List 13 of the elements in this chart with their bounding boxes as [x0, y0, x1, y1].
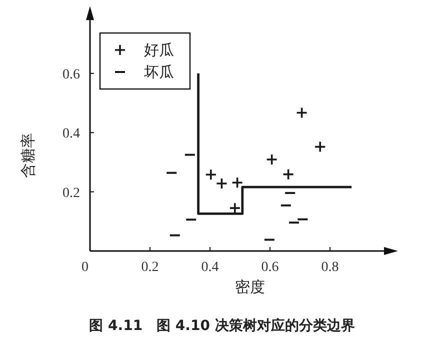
x-tick-label: 0: [82, 260, 88, 275]
legend-label: 好瓜: [144, 41, 174, 59]
x-tick-label: 0.8: [321, 260, 339, 275]
x-tick-label: 0.2: [141, 260, 159, 275]
x-tick-label: 0.4: [201, 260, 219, 275]
y-axis-title: 含糖率: [19, 133, 37, 178]
y-tick-label: 0.4: [62, 126, 80, 142]
x-axis-title: 密度: [235, 278, 265, 296]
legend-label: 坏瓜: [143, 63, 174, 81]
x-tick-label: 0.6: [261, 260, 279, 275]
y-tick-label: 0.2: [62, 186, 80, 201]
caption: 图 4.11 图 4.10 决策树对应的分类边界: [89, 317, 355, 334]
y-tick-label: 0.6: [62, 67, 80, 82]
